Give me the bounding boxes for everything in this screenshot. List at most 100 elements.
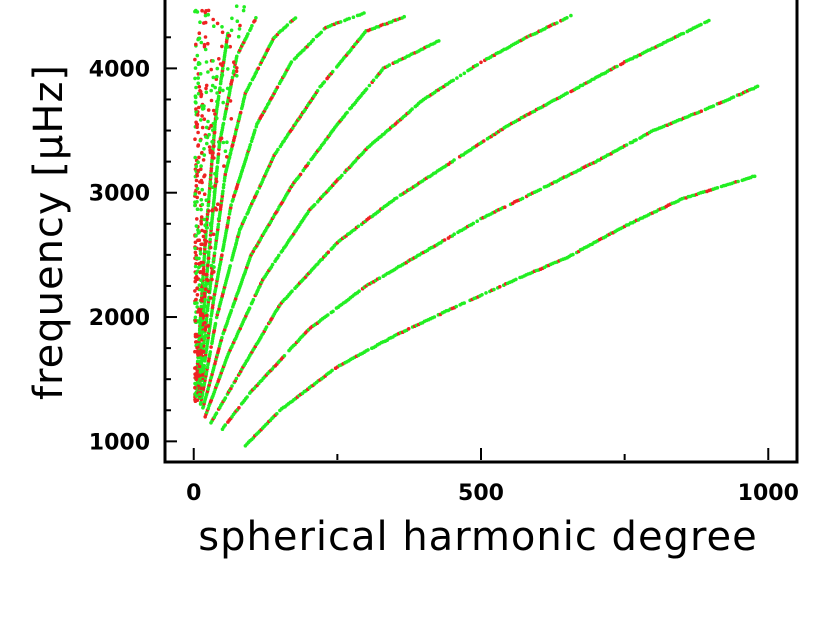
data-point	[195, 200, 199, 204]
data-point	[202, 283, 207, 288]
data-point	[212, 130, 217, 135]
data-point	[221, 66, 225, 71]
data-point	[234, 241, 239, 245]
data-point	[194, 233, 198, 238]
data-point	[198, 89, 202, 93]
data-point	[196, 76, 200, 80]
data-point	[206, 119, 210, 124]
data-point	[211, 108, 216, 113]
data-point	[195, 125, 199, 129]
data-point	[235, 19, 240, 24]
data-point	[203, 173, 207, 177]
data-point	[201, 356, 205, 361]
data-point	[200, 8, 204, 13]
data-point	[195, 305, 199, 309]
data-point	[221, 88, 225, 93]
data-point	[198, 72, 203, 76]
data-point	[752, 174, 757, 179]
data-point	[196, 81, 200, 86]
data-point	[214, 411, 219, 416]
data-point	[199, 304, 203, 309]
data-point	[232, 69, 236, 73]
data-point	[223, 149, 228, 153]
data-point	[203, 35, 208, 39]
data-point	[220, 73, 225, 77]
y-axis-title: frequency [μHz]	[26, 64, 72, 400]
data-point	[193, 66, 198, 70]
data-point	[480, 293, 484, 297]
data-point	[198, 20, 202, 25]
data-point	[193, 349, 197, 354]
data-point	[204, 272, 208, 277]
data-point	[194, 262, 198, 266]
data-point	[406, 327, 411, 331]
data-point	[235, 54, 239, 59]
data-point	[208, 350, 213, 354]
data-point	[195, 186, 200, 191]
data-point	[203, 321, 207, 325]
data-point	[199, 242, 203, 247]
data-point	[200, 125, 205, 130]
data-point	[211, 17, 215, 22]
data-point	[198, 325, 203, 330]
data-point	[289, 60, 294, 64]
data-point	[216, 202, 220, 206]
y-tick-label: 2000	[89, 306, 150, 331]
data-point	[715, 186, 720, 190]
data-point	[198, 138, 203, 143]
x-axis-title: spherical harmonic degree	[198, 514, 757, 560]
data-point	[212, 270, 216, 274]
data-point	[232, 60, 236, 64]
data-point	[195, 345, 199, 350]
data-point	[194, 297, 198, 302]
data-point	[233, 296, 238, 301]
data-point	[215, 99, 219, 104]
data-point	[205, 220, 209, 225]
data-point	[228, 151, 233, 155]
data-point	[202, 44, 207, 49]
data-point	[194, 224, 199, 228]
data-point	[214, 179, 219, 184]
data-point	[193, 385, 197, 390]
data-point	[196, 37, 200, 42]
data-point	[212, 296, 216, 301]
data-point	[194, 256, 199, 260]
data-point	[237, 406, 241, 410]
data-point	[216, 222, 221, 227]
data-point	[225, 86, 230, 91]
data-point	[345, 110, 349, 115]
x-tick-label: 0	[186, 481, 201, 506]
data-point	[200, 180, 204, 185]
data-point	[203, 333, 208, 338]
data-point	[366, 348, 370, 352]
data-point	[270, 262, 275, 267]
data-point	[201, 267, 206, 272]
data-point	[218, 62, 223, 66]
data-point	[707, 18, 711, 23]
data-point	[437, 39, 441, 43]
data-point	[282, 354, 287, 358]
data-point	[221, 100, 225, 105]
data-point	[196, 91, 201, 96]
data-point	[251, 297, 256, 302]
data-point	[319, 30, 324, 35]
data-point	[202, 363, 206, 368]
data-point	[458, 73, 463, 78]
data-point	[193, 264, 198, 269]
data-point	[356, 224, 361, 229]
data-point	[212, 144, 216, 148]
data-point	[196, 144, 200, 148]
data-point	[452, 232, 457, 236]
data-point	[198, 355, 202, 360]
data-point	[220, 44, 224, 49]
data-point	[215, 66, 220, 71]
data-point	[250, 24, 254, 28]
data-point	[475, 219, 480, 223]
data-point	[247, 306, 252, 311]
data-point	[357, 289, 361, 294]
data-point	[196, 160, 200, 164]
data-point	[205, 141, 209, 146]
data-point	[326, 313, 330, 317]
data-point	[225, 45, 230, 49]
data-point	[198, 319, 202, 324]
